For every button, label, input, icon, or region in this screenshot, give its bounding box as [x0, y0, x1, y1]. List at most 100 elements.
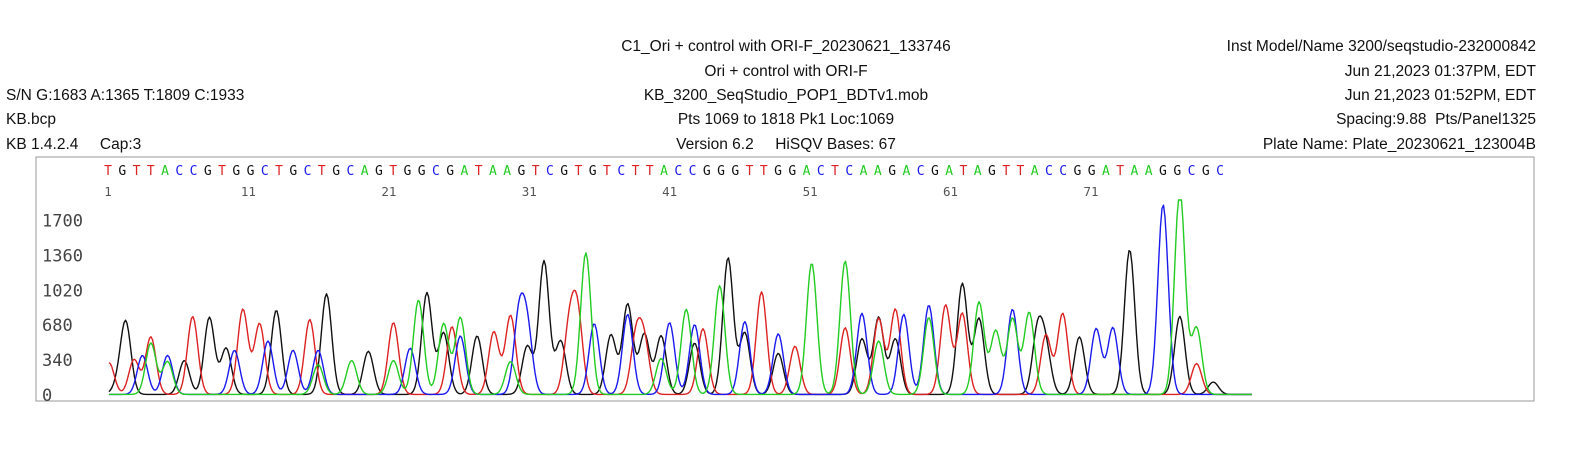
base-call: G — [403, 164, 411, 179]
sample-subtitle: Ori + control with ORI-F — [704, 63, 868, 80]
base-call: C — [190, 164, 198, 179]
base-call: G — [717, 164, 725, 179]
y-axis: 0 340 680 1020 1360 1700 — [42, 212, 83, 406]
kb-version: KB 1.4.2.4 Cap:3 — [6, 136, 142, 153]
base-call: T — [1116, 164, 1124, 179]
y-tick-label: 1020 — [42, 281, 83, 301]
base-call: C — [346, 164, 354, 179]
base-call: C — [1045, 164, 1053, 179]
base-call: G — [1202, 164, 1210, 179]
chart-frame — [35, 156, 1535, 402]
position-label: 1 — [104, 184, 112, 199]
base-call: T — [532, 164, 540, 179]
trace-G — [108, 250, 1252, 396]
base-call: G — [774, 164, 782, 179]
base-call: G — [703, 164, 711, 179]
base-call: G — [1173, 164, 1181, 179]
base-call: C — [617, 164, 625, 179]
base-call: C — [1059, 164, 1067, 179]
base-call: G — [988, 164, 996, 179]
version-info: Version 6.2 HiSQV Bases: 67 — [676, 136, 896, 153]
run-end-date: Jun 21,2023 01:52PM, EDT — [1344, 87, 1536, 104]
position-label: 51 — [803, 184, 818, 199]
mobility-file: KB_3200_SeqStudio_POP1_BDTv1.mob — [643, 87, 929, 104]
base-call: C — [845, 164, 853, 179]
base-call: T — [104, 164, 112, 179]
base-call: T — [746, 164, 754, 179]
base-call: C — [817, 164, 825, 179]
base-call: A — [1131, 164, 1139, 179]
base-call: A — [945, 164, 953, 179]
base-call: G — [289, 164, 297, 179]
position-label: 31 — [522, 184, 537, 199]
base-call: T — [389, 164, 397, 179]
trace-C — [109, 204, 1252, 396]
instrument-name: Inst Model/Name 3200/seqstudio-232000842 — [1226, 38, 1536, 55]
base-call: A — [902, 164, 910, 179]
base-call: A — [874, 164, 882, 179]
base-call: T — [475, 164, 483, 179]
base-call: T — [646, 164, 654, 179]
base-call: T — [147, 164, 155, 179]
base-call: C — [689, 164, 697, 179]
base-call: T — [632, 164, 640, 179]
base-call: A — [803, 164, 811, 179]
base-call: A — [660, 164, 668, 179]
trace-A — [109, 199, 1252, 396]
base-call: G — [332, 164, 340, 179]
base-call: A — [974, 164, 982, 179]
y-tick-label: 0 — [42, 386, 52, 406]
base-call: T — [1002, 164, 1010, 179]
base-call: T — [603, 164, 611, 179]
base-call: G — [446, 164, 454, 179]
base-call: T — [831, 164, 839, 179]
base-call: G — [931, 164, 939, 179]
base-call: T — [275, 164, 283, 179]
base-call: T — [1016, 164, 1024, 179]
spacing-info: Spacing:9.88 Pts/Panel1325 — [1336, 111, 1536, 128]
base-call: G — [1088, 164, 1096, 179]
base-call: C — [674, 164, 682, 179]
base-call: C — [175, 164, 183, 179]
base-call: G — [375, 164, 383, 179]
signal-strength: S/N G:1683 A:1365 T:1809 C:1933 — [6, 87, 245, 104]
base-call: C — [917, 164, 925, 179]
base-call: C — [432, 164, 440, 179]
position-label: 71 — [1083, 184, 1098, 199]
run-start-date: Jun 21,2023 01:37PM, EDT — [1344, 63, 1536, 80]
base-call: G — [204, 164, 212, 179]
trace-T — [108, 289, 1252, 396]
basecaller-file: KB.bcp — [6, 111, 56, 128]
base-call: G — [518, 164, 526, 179]
base-call: A — [361, 164, 369, 179]
position-label: 61 — [943, 184, 958, 199]
base-call: A — [1031, 164, 1039, 179]
plate-name: Plate Name: Plate_20230621_123004B — [1262, 136, 1536, 153]
base-call: T — [760, 164, 768, 179]
base-call: T — [959, 164, 967, 179]
base-call: G — [1074, 164, 1082, 179]
base-call: G — [247, 164, 255, 179]
base-call: G — [589, 164, 597, 179]
base-call: G — [232, 164, 240, 179]
base-call: G — [1159, 164, 1167, 179]
base-call: G — [118, 164, 126, 179]
base-call: C — [546, 164, 554, 179]
base-call: A — [460, 164, 468, 179]
base-call: G — [560, 164, 568, 179]
y-tick-label: 340 — [42, 351, 73, 371]
position-labels: 1 11 21 31 41 51 61 71 — [104, 184, 1098, 199]
base-call: G — [731, 164, 739, 179]
base-call: A — [1102, 164, 1110, 179]
base-call: T — [575, 164, 583, 179]
points-range: Pts 1069 to 1818 Pk1 Loc:1069 — [677, 111, 895, 128]
base-call: A — [161, 164, 169, 179]
y-tick-label: 680 — [42, 316, 73, 336]
base-call: A — [489, 164, 497, 179]
base-call: T — [318, 164, 326, 179]
base-call: C — [1188, 164, 1196, 179]
base-call: T — [218, 164, 226, 179]
base-call: G — [418, 164, 426, 179]
